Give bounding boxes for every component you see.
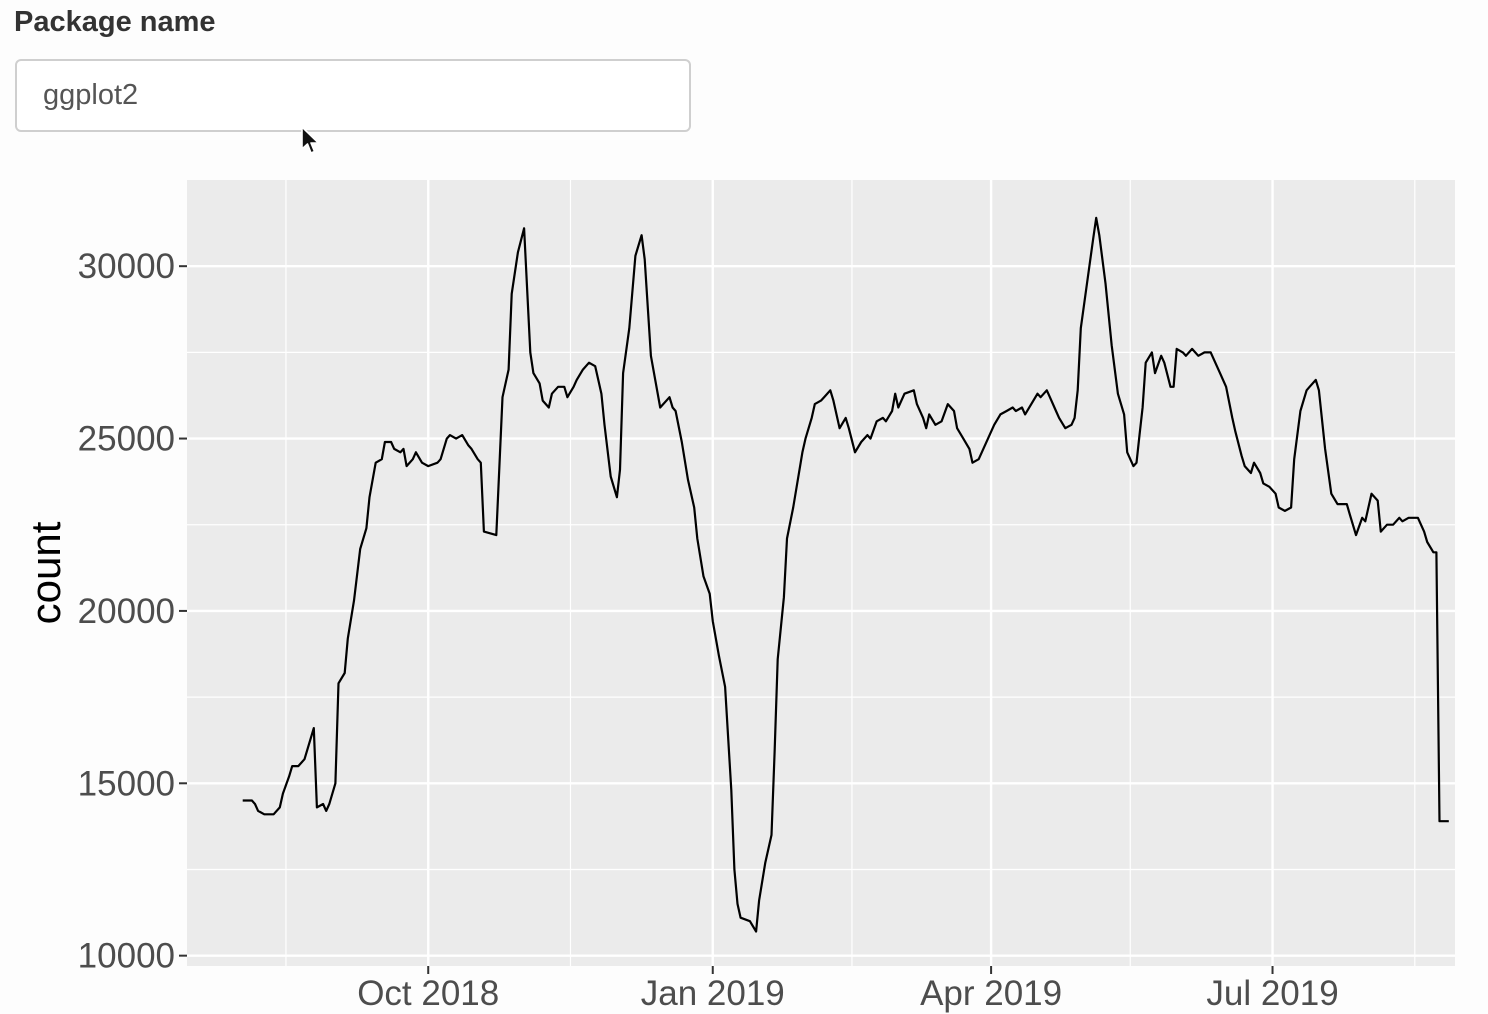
x-tick-label: Jul 2019	[1206, 974, 1338, 1013]
plot-panel	[187, 180, 1455, 966]
x-tick-label: Apr 2019	[920, 974, 1062, 1013]
x-axis: Oct 2018 Jan 2019 Apr 2019 Jul 2019	[357, 966, 1339, 1013]
y-tick-label: 20000	[78, 592, 175, 631]
series-line	[242, 216, 1449, 933]
y-axis-title: count	[22, 521, 69, 624]
series-layer	[242, 216, 1449, 933]
x-tick-label: Oct 2018	[357, 974, 499, 1013]
minor-gridlines	[187, 180, 1455, 966]
x-tick-label: Jan 2019	[641, 974, 785, 1013]
package-name-input[interactable]	[15, 59, 691, 132]
y-tick-label: 10000	[78, 937, 175, 976]
y-tick-label: 30000	[78, 247, 175, 286]
y-axis: 10000 15000 20000 25000 30000	[78, 247, 187, 976]
y-tick-label: 25000	[78, 420, 175, 459]
package-name-label: Package name	[14, 6, 216, 38]
major-gridlines	[187, 180, 1455, 966]
mouse-pointer-icon	[301, 126, 320, 154]
y-tick-label: 15000	[78, 764, 175, 803]
